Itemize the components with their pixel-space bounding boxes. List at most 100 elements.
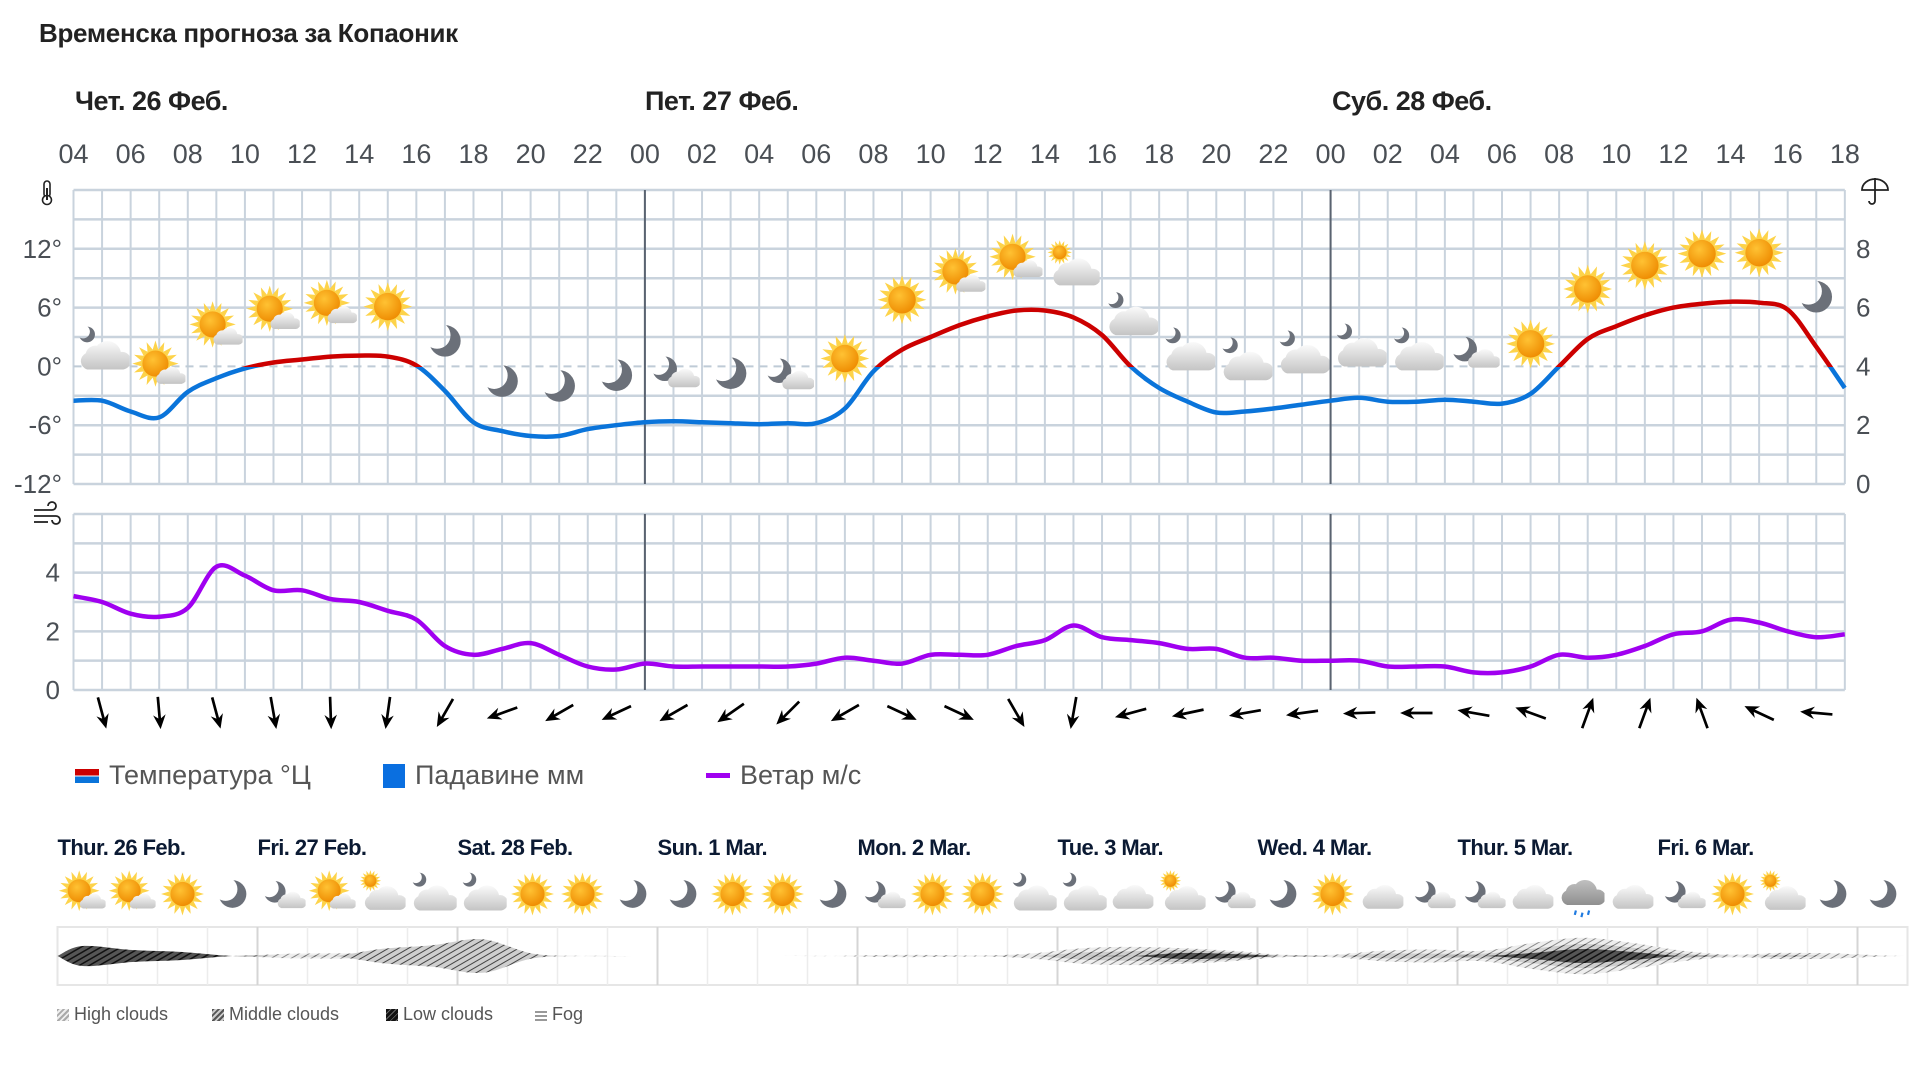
high-clouds-swatch bbox=[57, 1008, 69, 1021]
moon-icon bbox=[1062, 873, 1076, 887]
moon-icon bbox=[601, 359, 633, 391]
legend-fog-label: Fog bbox=[552, 1004, 584, 1024]
umbrella-icon bbox=[1861, 178, 1889, 205]
hour-label: 02 bbox=[687, 139, 717, 169]
sun-icon bbox=[1506, 319, 1555, 369]
outlook-day-label: Sun. 1 Mar. bbox=[657, 835, 768, 860]
outlook-day-label: Thur. 26 Feb. bbox=[57, 835, 187, 860]
temperature-tick-label: 0° bbox=[37, 351, 62, 381]
cloud-sun-icon bbox=[1159, 870, 1206, 910]
cloud-moon-icon bbox=[1012, 873, 1057, 911]
cloud-moon-icon bbox=[79, 327, 130, 370]
sun-icon bbox=[1734, 228, 1784, 278]
moon-icon bbox=[543, 370, 575, 402]
wind-arrow-icon bbox=[1799, 705, 1833, 721]
sun-cloud-icon bbox=[58, 870, 106, 912]
legend-wind[interactable]: Ветар м/с bbox=[706, 760, 861, 791]
sun-icon bbox=[711, 872, 754, 916]
legend-high-clouds-label: High clouds bbox=[74, 1004, 169, 1024]
sun-icon bbox=[911, 872, 954, 916]
wind-swatch bbox=[706, 773, 730, 778]
precipitation-tick-label: 4 bbox=[1856, 351, 1870, 381]
hour-label: 04 bbox=[1430, 139, 1460, 169]
moon-icon bbox=[1269, 880, 1297, 908]
moon-icon bbox=[669, 880, 697, 908]
cloud-moon-icon bbox=[1336, 324, 1387, 367]
hour-label: 10 bbox=[916, 139, 946, 169]
hour-label: 16 bbox=[401, 139, 431, 169]
arrow-icon bbox=[1227, 703, 1262, 723]
sun-icon bbox=[1734, 228, 1784, 278]
hour-label: 18 bbox=[458, 139, 488, 169]
sun-icon bbox=[1047, 240, 1072, 265]
moon-icon bbox=[1279, 330, 1295, 346]
hour-label: 18 bbox=[1144, 139, 1174, 169]
legend-low-clouds: Low clouds bbox=[386, 1004, 493, 1025]
wind-arrow-icon bbox=[771, 697, 804, 729]
cloud-icon bbox=[80, 341, 130, 370]
arrow-icon bbox=[827, 699, 863, 727]
raincloud-icon bbox=[1560, 878, 1605, 919]
hour-label: 16 bbox=[1773, 139, 1803, 169]
cloud-icon bbox=[1280, 344, 1330, 374]
temperature-tick-label: 6° bbox=[37, 293, 62, 323]
wind-arrow-icon bbox=[1513, 701, 1548, 725]
moon-icon bbox=[601, 359, 633, 391]
arrow-icon bbox=[1064, 695, 1083, 731]
moon-icon bbox=[543, 370, 575, 402]
legend-temperature[interactable]: Температура °Ц bbox=[75, 760, 311, 791]
temperature-line-above-zero bbox=[241, 299, 1834, 367]
arrow-icon bbox=[1456, 703, 1491, 723]
outlook-day-label: Fri. 27 Feb. bbox=[257, 835, 368, 860]
cloud-icon bbox=[1612, 885, 1654, 909]
chart-axes: 04 06 08 10 12 14 16 18 20 22 00 02 04 06 08 10 12 14 16 18… bbox=[14, 139, 1870, 705]
wind-arrow-icon bbox=[1633, 695, 1657, 731]
precipitation-tick-label: 8 bbox=[1856, 234, 1870, 264]
low-clouds-swatch bbox=[386, 1008, 398, 1021]
middle-clouds-swatch bbox=[212, 1008, 224, 1021]
moon-cloud-icon bbox=[767, 358, 814, 390]
moon-icon bbox=[1819, 880, 1847, 908]
arrow-icon bbox=[1285, 704, 1319, 722]
hour-label: 10 bbox=[1601, 139, 1631, 169]
moon-icon bbox=[219, 880, 247, 908]
arrow-icon bbox=[1576, 695, 1600, 731]
moon-icon bbox=[819, 880, 847, 908]
wind-arrow-icon bbox=[1690, 695, 1714, 731]
page-title: Временска прогноза за Копаоник bbox=[39, 18, 458, 48]
wind-arrow-icon bbox=[1170, 703, 1205, 723]
sun-icon bbox=[1620, 241, 1670, 290]
sun-icon bbox=[161, 872, 204, 916]
cloud-icon bbox=[413, 885, 457, 911]
moon-icon bbox=[819, 880, 847, 908]
cloud-moon-icon bbox=[462, 873, 507, 911]
precipitation-tick-label: 6 bbox=[1856, 293, 1870, 323]
middle-clouds-band bbox=[57, 938, 1908, 974]
wind-arrow-icon bbox=[1002, 695, 1030, 731]
wind-arrow-icon bbox=[542, 699, 577, 727]
sun-icon bbox=[820, 334, 870, 383]
arrow-icon bbox=[1170, 703, 1205, 723]
legend-precipitation-label: Падавине мм bbox=[415, 760, 585, 790]
legend-middle-clouds: Middle clouds bbox=[212, 1004, 339, 1025]
wind-arrow-icon bbox=[431, 695, 459, 731]
hour-label: 14 bbox=[344, 139, 374, 169]
temperature-line-below-zero bbox=[73, 367, 1847, 439]
hour-label: 08 bbox=[173, 139, 203, 169]
cloud-icon bbox=[1013, 885, 1057, 911]
cloud-icon bbox=[463, 885, 507, 911]
sun-icon bbox=[1159, 870, 1182, 892]
legend-low-clouds-label: Low clouds bbox=[403, 1004, 494, 1024]
sun-icon bbox=[761, 872, 804, 916]
hour-label: 02 bbox=[1373, 139, 1403, 169]
moon-cloud-icon bbox=[1464, 881, 1506, 909]
sun-icon bbox=[1506, 319, 1555, 369]
wind-arrow-icon bbox=[1456, 703, 1491, 723]
sun-icon bbox=[561, 872, 604, 916]
wind-tick-label: 2 bbox=[46, 616, 60, 646]
day-header-3: Суб. 28 Феб. bbox=[1332, 86, 1492, 116]
cloud-moon-icon bbox=[412, 873, 457, 911]
cloud-icon bbox=[1395, 342, 1444, 371]
legend-middle-clouds-label: Middle clouds bbox=[229, 1004, 340, 1024]
legend-precipitation[interactable]: Падавине мм bbox=[383, 760, 584, 791]
